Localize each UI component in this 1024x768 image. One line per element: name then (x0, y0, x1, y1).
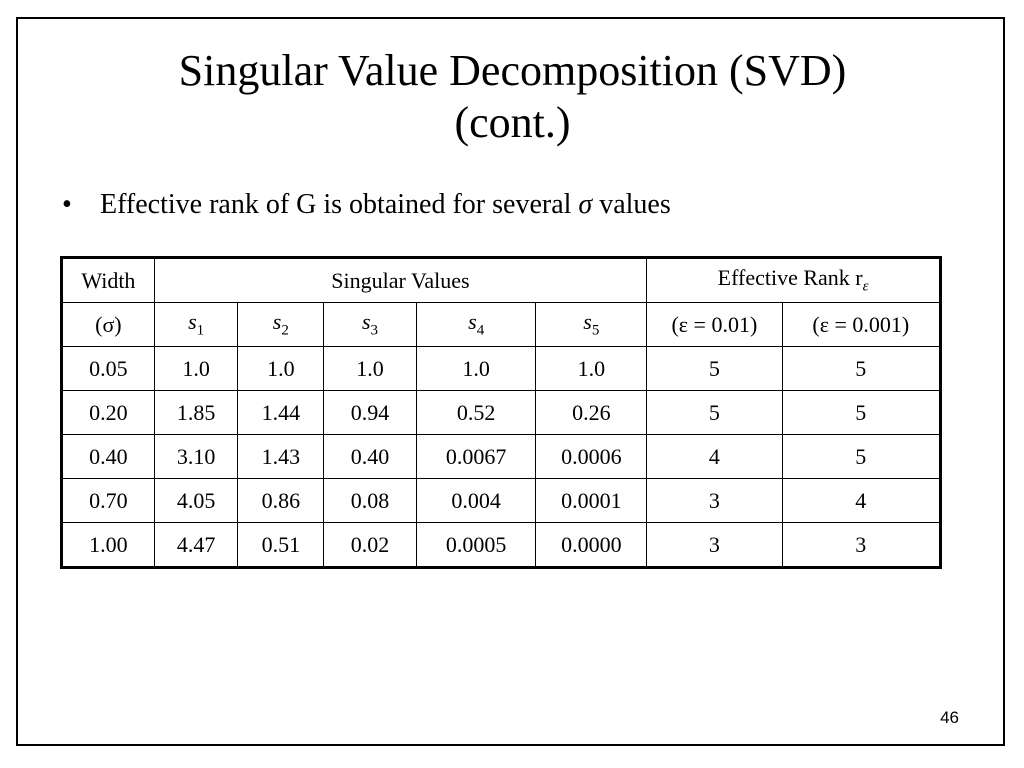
table-cell: 1.0 (535, 346, 648, 391)
table-cell: 0.40 (61, 434, 155, 479)
effective-rank-sub: ε (862, 278, 869, 295)
table-cell: 4.47 (153, 522, 239, 568)
table-cell: 0.20 (61, 390, 155, 435)
col-s1-sub: 1 (196, 322, 205, 339)
table-row: 0.40 3.10 1.43 0.40 0.0067 0.0006 4 5 (61, 434, 942, 479)
col-s5-base: s (583, 309, 592, 335)
col-s4: s4 (415, 302, 537, 347)
col-s4-base: s (468, 309, 477, 335)
table-cell: 5 (781, 346, 942, 391)
table-cell: 1.44 (237, 390, 325, 435)
table-cell: 0.0001 (535, 478, 648, 523)
table-cell: 0.94 (323, 390, 417, 435)
table-cell: 0.05 (61, 346, 155, 391)
table-cell: 1.0 (153, 346, 239, 391)
effective-rank-header: Effective Rank rε (646, 257, 941, 303)
table-cell: 0.02 (323, 522, 417, 568)
bullet-point: • Effective rank of G is obtained for sev… (62, 189, 671, 221)
title-line-1: Singular Value Decomposition (SVD) (178, 46, 847, 95)
table-cell: 0.004 (415, 478, 537, 523)
table-cell: 0.26 (535, 390, 648, 435)
table-cell: 5 (781, 390, 942, 435)
width-header-cell: Width (61, 257, 155, 303)
table-cell: 1.00 (61, 522, 155, 568)
col-epsilon-001: (ε = 0.01) (646, 302, 783, 347)
table-header-row-2: (σ) s1 s2 s3 s4 s5 (ε = 0.01) (ε = 0.001… (61, 302, 942, 347)
table-row: 1.00 4.47 0.51 0.02 0.0005 0.0000 3 3 (61, 522, 942, 568)
table-row: 0.05 1.0 1.0 1.0 1.0 1.0 5 5 (61, 346, 942, 391)
table-cell: 3 (646, 522, 783, 568)
table-cell: 4 (646, 434, 783, 479)
sigma-symbol: σ (578, 189, 593, 220)
table-cell: 4.05 (153, 478, 239, 523)
table-cell: 5 (781, 434, 942, 479)
table-cell: 0.0006 (535, 434, 648, 479)
table-row: 0.70 4.05 0.86 0.08 0.004 0.0001 3 4 (61, 478, 942, 523)
table-cell: 0.40 (323, 434, 417, 479)
svd-table: Width Singular Values Effective Rank rε … (60, 256, 942, 569)
table-cell: 1.0 (323, 346, 417, 391)
table-cell: 0.70 (61, 478, 155, 523)
col-s1: s1 (153, 302, 239, 347)
table-cell: 3.10 (153, 434, 239, 479)
col-s3: s3 (323, 302, 417, 347)
table-cell: 1.0 (237, 346, 325, 391)
col-s3-sub: 3 (370, 322, 379, 339)
col-s2-base: s (272, 309, 282, 335)
table-header-row-1: Width Singular Values Effective Rank rε (61, 257, 941, 303)
singular-values-header: Singular Values (153, 257, 648, 303)
table-cell: 3 (646, 478, 783, 523)
col-s5: s5 (535, 302, 648, 347)
table-body: 0.05 1.0 1.0 1.0 1.0 1.0 5 5 0.20 1.85 1.44 0.94 0.5… (61, 346, 942, 568)
col-s2-sub: 2 (281, 322, 289, 339)
table-cell: 0.08 (323, 478, 417, 523)
slide: Singular Value Decomposition (SVD) (cont… (16, 17, 1005, 746)
table-cell: 0.0005 (415, 522, 537, 568)
table-cell: 1.43 (237, 434, 325, 479)
bullet-text-after: values (599, 189, 671, 220)
table-cell: 0.0067 (415, 434, 537, 479)
col-s5-sub: 5 (591, 322, 600, 339)
sigma-header: (σ) (61, 302, 155, 347)
table-cell: 1.85 (153, 390, 239, 435)
table-cell: 5 (646, 346, 783, 391)
table-cell: 0.52 (415, 390, 537, 435)
col-s2: s2 (237, 302, 325, 347)
col-s4-sub: 4 (476, 322, 485, 339)
effective-rank-label: Effective Rank r (717, 265, 863, 291)
table-cell: 0.0000 (535, 522, 648, 568)
width-header: Width (81, 267, 136, 293)
table-cell: 1.0 (415, 346, 537, 391)
table-cell: 3 (781, 522, 942, 568)
table-row: 0.20 1.85 1.44 0.94 0.52 0.26 5 5 (61, 390, 942, 435)
col-s3-base: s (361, 309, 371, 335)
table-cell: 4 (781, 478, 942, 523)
table-cell: 0.86 (237, 478, 325, 523)
slide-title: Singular Value Decomposition (SVD) (cont… (18, 45, 1007, 149)
page-number: 46 (940, 708, 959, 727)
table-cell: 0.51 (237, 522, 325, 568)
col-s1-base: s (188, 309, 197, 335)
table-cell: 5 (646, 390, 783, 435)
bullet-text-before: Effective rank of G is obtained for seve… (100, 189, 572, 220)
col-epsilon-0001: (ε = 0.001) (781, 302, 942, 347)
bullet-marker: • (62, 189, 72, 220)
title-line-2: (cont.) (454, 98, 571, 147)
